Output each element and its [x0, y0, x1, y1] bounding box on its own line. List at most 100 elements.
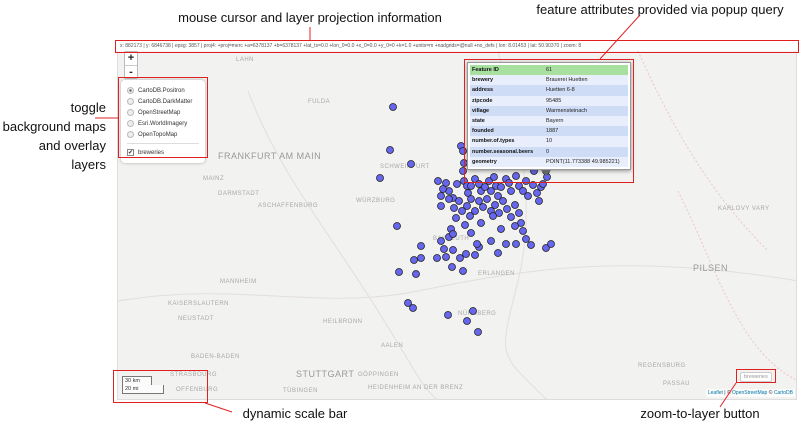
zoom-to-layer-button[interactable]: breweries	[740, 372, 772, 382]
overlay-option[interactable]: ✔ breweries	[127, 147, 199, 158]
brewery-marker[interactable]	[389, 103, 397, 111]
brewery-marker[interactable]	[462, 250, 470, 258]
brewery-marker[interactable]	[409, 304, 417, 312]
brewery-marker[interactable]	[469, 307, 477, 315]
base-layer-option[interactable]: OpenTopoMap	[127, 129, 199, 140]
brewery-marker[interactable]	[386, 146, 394, 154]
radio-button[interactable]	[127, 98, 134, 105]
brewery-marker[interactable]	[471, 251, 479, 259]
brewery-marker[interactable]	[459, 267, 467, 275]
brewery-marker[interactable]	[473, 240, 481, 248]
checkbox[interactable]: ✔	[127, 149, 134, 156]
radio-button[interactable]	[127, 131, 134, 138]
brewery-marker[interactable]	[529, 181, 537, 189]
brewery-marker[interactable]	[507, 187, 515, 195]
brewery-marker[interactable]	[453, 180, 461, 188]
brewery-marker[interactable]	[442, 179, 450, 187]
brewery-marker[interactable]	[450, 204, 458, 212]
brewery-marker[interactable]	[481, 183, 489, 191]
brewery-marker[interactable]	[494, 249, 502, 257]
brewery-marker[interactable]	[445, 195, 453, 203]
base-layer-option[interactable]: CartoDB.Positron	[127, 85, 199, 96]
base-layer-option[interactable]: CartoDB.DarkMatter	[127, 96, 199, 107]
brewery-marker[interactable]	[444, 311, 452, 319]
brewery-marker[interactable]	[491, 201, 499, 209]
brewery-marker[interactable]	[410, 256, 418, 264]
map[interactable]: LAHN FULDA FRANKFURT AM MAIN MAINZ DARMSTADT…	[117, 50, 797, 400]
brewery-marker[interactable]	[440, 245, 448, 253]
brewery-marker[interactable]	[464, 189, 472, 197]
brewery-marker[interactable]	[483, 195, 491, 203]
brewery-marker[interactable]	[455, 197, 463, 205]
brewery-marker[interactable]	[494, 192, 502, 200]
brewery-marker[interactable]	[471, 207, 479, 215]
radio-button[interactable]	[127, 109, 134, 116]
brewery-marker[interactable]	[437, 237, 445, 245]
brewery-marker[interactable]	[452, 214, 460, 222]
brewery-marker[interactable]	[439, 185, 447, 193]
leaflet-link[interactable]: Leaflet	[707, 390, 723, 396]
brewery-marker[interactable]	[463, 317, 471, 325]
radio-button[interactable]	[127, 120, 134, 127]
brewery-marker[interactable]	[497, 225, 505, 233]
brewery-marker[interactable]	[456, 254, 464, 262]
brewery-marker[interactable]	[487, 237, 495, 245]
brewery-marker[interactable]	[442, 253, 450, 261]
brewery-marker[interactable]	[519, 227, 527, 235]
brewery-marker[interactable]	[479, 203, 487, 211]
brewery-marker[interactable]	[417, 254, 425, 262]
brewery-marker[interactable]	[449, 230, 457, 238]
base-layer-option[interactable]: Esri.WorldImagery	[127, 118, 199, 129]
brewery-marker[interactable]	[475, 197, 483, 205]
brewery-marker[interactable]	[495, 209, 503, 217]
brewery-marker[interactable]	[524, 192, 532, 200]
brewery-marker[interactable]	[517, 219, 525, 227]
brewery-marker[interactable]	[404, 299, 412, 307]
brewery-marker[interactable]	[417, 242, 425, 250]
brewery-marker[interactable]	[434, 177, 442, 185]
brewery-marker[interactable]	[412, 270, 420, 278]
brewery-marker[interactable]	[503, 205, 511, 213]
brewery-marker[interactable]	[535, 197, 543, 205]
brewery-marker[interactable]	[499, 197, 507, 205]
brewery-marker[interactable]	[519, 187, 527, 195]
brewery-marker[interactable]	[497, 183, 505, 191]
brewery-marker[interactable]	[512, 240, 520, 248]
brewery-marker[interactable]	[511, 201, 519, 209]
brewery-marker[interactable]	[467, 195, 475, 203]
brewery-marker[interactable]	[437, 202, 445, 210]
base-layer-option[interactable]: OpenStreetMap	[127, 107, 199, 118]
brewery-marker[interactable]	[542, 244, 550, 252]
brewery-marker[interactable]	[527, 241, 535, 249]
brewery-marker[interactable]	[515, 209, 523, 217]
brewery-marker[interactable]	[437, 192, 445, 200]
brewery-marker[interactable]	[547, 240, 555, 248]
brewery-marker[interactable]	[458, 207, 466, 215]
zoom-out-button[interactable]: -	[125, 65, 137, 78]
brewery-marker[interactable]	[461, 221, 469, 229]
radio-button[interactable]	[127, 87, 134, 94]
osm-link[interactable]: OpenStreetMap	[732, 390, 768, 396]
zoom-in-button[interactable]: +	[127, 52, 135, 64]
brewery-marker[interactable]	[433, 254, 441, 262]
brewery-marker[interactable]	[511, 222, 519, 230]
brewery-marker[interactable]	[407, 160, 415, 168]
brewery-marker[interactable]	[467, 182, 475, 190]
brewery-marker[interactable]	[467, 229, 475, 237]
brewery-marker[interactable]	[487, 187, 495, 195]
brewery-marker[interactable]	[466, 212, 474, 220]
brewery-marker[interactable]	[376, 174, 384, 182]
brewery-marker[interactable]	[507, 213, 515, 221]
brewery-marker[interactable]	[533, 189, 541, 197]
carto-link[interactable]: CartoDB	[773, 390, 793, 396]
brewery-marker[interactable]	[512, 172, 520, 180]
brewery-marker[interactable]	[502, 240, 510, 248]
brewery-marker[interactable]	[477, 219, 485, 227]
brewery-marker[interactable]	[448, 263, 456, 271]
brewery-marker[interactable]	[474, 328, 482, 336]
brewery-marker[interactable]	[505, 179, 513, 187]
brewery-marker[interactable]	[489, 212, 497, 220]
brewery-marker[interactable]	[395, 268, 403, 276]
brewery-marker[interactable]	[393, 222, 401, 230]
brewery-marker[interactable]	[463, 202, 471, 210]
